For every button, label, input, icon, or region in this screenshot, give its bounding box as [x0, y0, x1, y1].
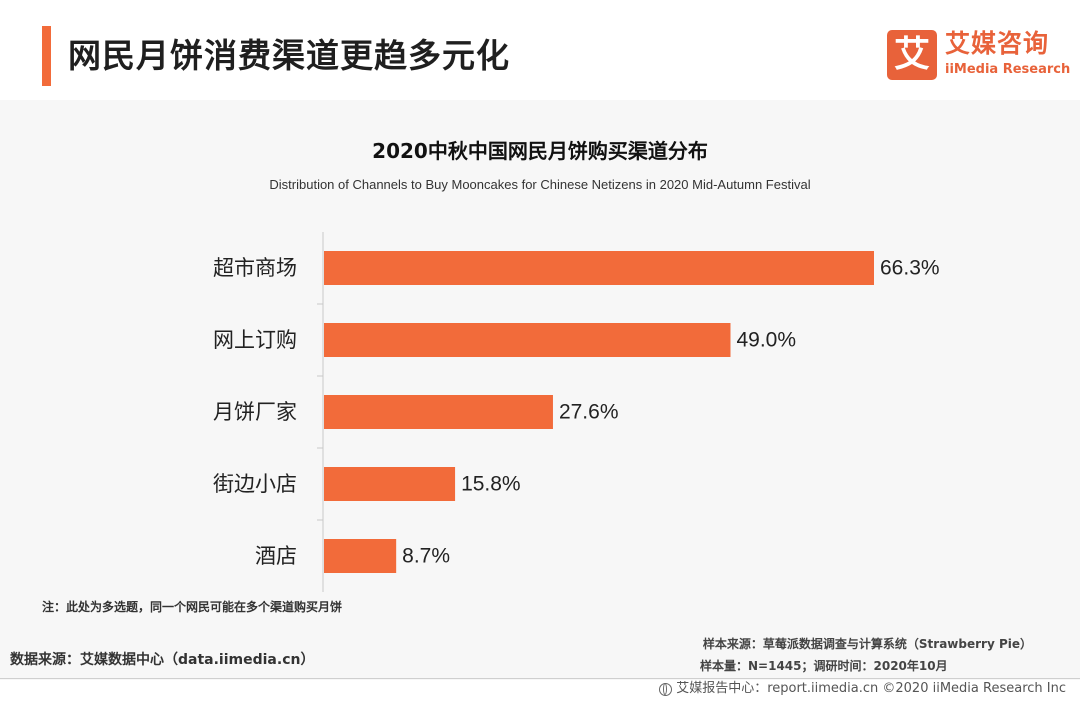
category-label: 酒店 — [255, 544, 297, 568]
bar — [324, 467, 456, 501]
content-panel — [0, 100, 1080, 680]
value-label: 15.8% — [461, 473, 521, 496]
category-label: 街边小店 — [213, 472, 297, 496]
bar — [324, 395, 553, 429]
category-label: 网上订购 — [213, 328, 297, 352]
iimedia-logo: 艾 艾媒咨询 iiMedia Research — [887, 28, 1071, 84]
sample-source: 样本来源：草莓派数据调查与计算系统（Strawberry Pie） — [702, 637, 1032, 651]
bar — [324, 251, 874, 285]
logo-text-cn: 艾媒咨询 — [945, 29, 1050, 58]
footer: 艾媒报告中心：report.iimedia.cn ©2020 iiMedia R… — [659, 680, 1066, 698]
value-label: 27.6% — [559, 401, 619, 424]
chart-title: 2020中秋中国网民月饼购买渠道分布 — [372, 139, 708, 163]
sample-size: 样本量：N=1445；调研时间：2020年10月 — [700, 659, 948, 673]
value-label: 49.0% — [736, 329, 796, 352]
bar — [324, 539, 397, 573]
value-label: 66.3% — [880, 257, 940, 280]
category-label: 月饼厂家 — [213, 400, 297, 424]
data-source: 数据来源：艾媒数据中心（data.iimedia.cn） — [10, 652, 315, 668]
chart-subtitle: Distribution of Channels to Buy Mooncake… — [269, 177, 811, 192]
title-accent-bar — [42, 26, 51, 86]
logo-mark-icon: 艾 — [887, 30, 937, 80]
category-label: 超市商场 — [213, 256, 297, 280]
value-label: 8.7% — [402, 545, 450, 568]
page-title: 网民月饼消费渠道更趋多元化 — [68, 36, 510, 75]
footnote: 注：此处为多选题，同一个网民可能在多个渠道购买月饼 — [42, 600, 343, 614]
footer-text: 艾媒报告中心：report.iimedia.cn ©2020 iiMedia R… — [676, 681, 1066, 696]
globe-icon — [659, 682, 673, 696]
footer-divider — [0, 678, 1080, 679]
bar — [324, 323, 731, 357]
logo-text-en: iiMedia Research — [945, 62, 1071, 77]
